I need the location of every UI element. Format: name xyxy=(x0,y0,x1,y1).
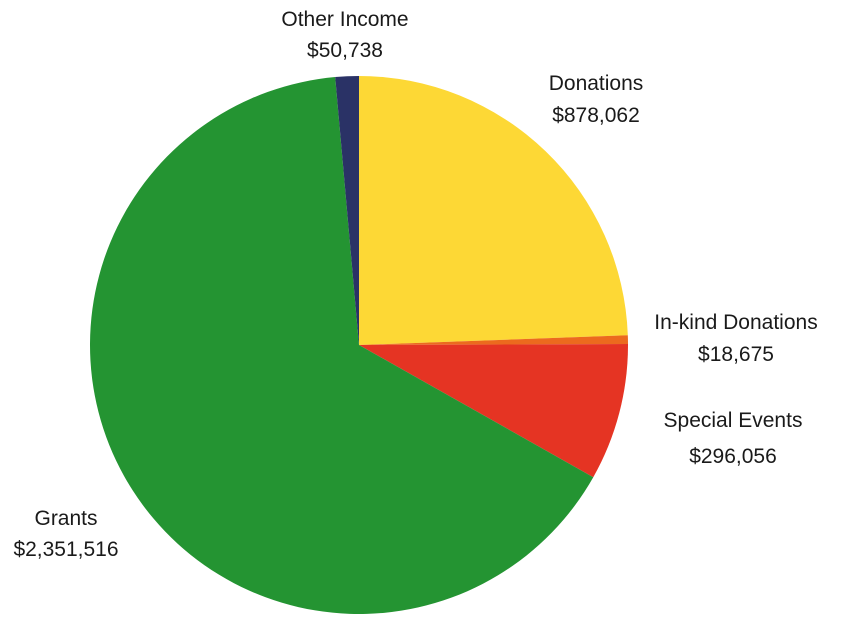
pie-slices xyxy=(90,76,629,615)
slice-in-kind-donations xyxy=(359,335,628,345)
slice-label-value: $296,056 xyxy=(689,445,777,468)
slice-labels: Donations $878,062 In-kind Donations $18,67… xyxy=(13,8,817,561)
slice-label-value: $18,675 xyxy=(698,343,774,366)
slice-label-name: Grants xyxy=(34,507,97,530)
slice-donations xyxy=(359,76,628,345)
slice-label-value: $50,738 xyxy=(307,39,383,62)
slice-grants xyxy=(90,77,594,615)
slice-label-name: Donations xyxy=(549,72,644,95)
slice-label-name: Other Income xyxy=(281,8,408,31)
slice-special-events xyxy=(359,344,629,478)
slice-label-value: $878,062 xyxy=(552,104,640,127)
slice-label-name: Special Events xyxy=(664,409,803,432)
slice-other-income xyxy=(335,76,359,345)
slice-label-name: In-kind Donations xyxy=(654,311,817,334)
slice-label-value: $2,351,516 xyxy=(13,538,118,561)
